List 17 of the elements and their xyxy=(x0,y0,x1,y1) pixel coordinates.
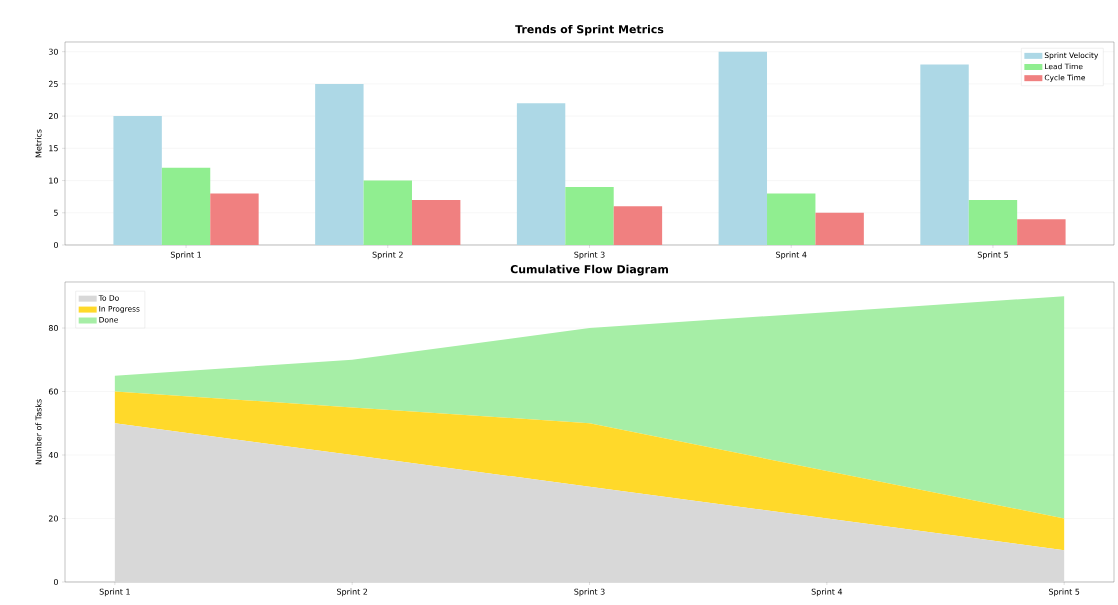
bar xyxy=(920,64,969,245)
bar xyxy=(411,199,461,245)
bar xyxy=(113,116,162,245)
bar xyxy=(613,206,663,245)
bar xyxy=(315,83,364,245)
bar xyxy=(1017,219,1066,245)
bar xyxy=(565,187,614,245)
chart-title: Trends of Sprint Metrics xyxy=(515,24,664,36)
bar xyxy=(815,212,864,245)
bar xyxy=(161,167,211,245)
bar xyxy=(210,193,259,245)
bar xyxy=(363,180,412,245)
bar xyxy=(968,199,1018,245)
bar xyxy=(718,51,768,245)
bar xyxy=(516,103,566,245)
bar xyxy=(767,193,816,245)
chart-title: Cumulative Flow Diagram xyxy=(510,264,668,276)
